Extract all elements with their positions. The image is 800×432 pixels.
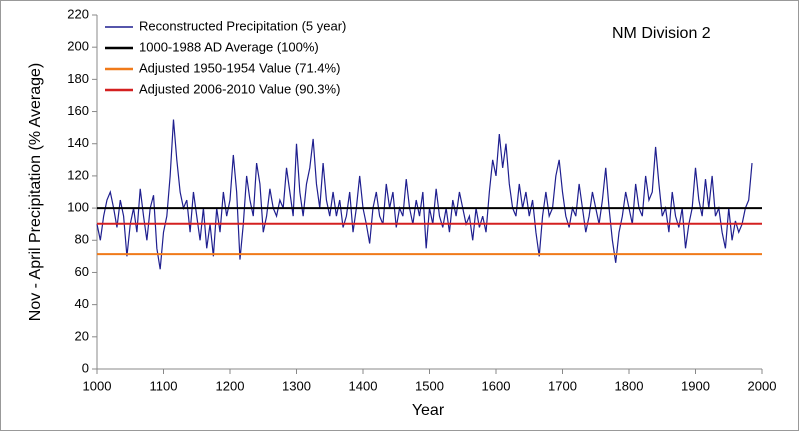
x-tick-label: 1800 bbox=[615, 378, 644, 393]
y-tick-label: 60 bbox=[75, 264, 89, 279]
y-tick-label: 160 bbox=[67, 103, 89, 118]
y-tick-label: 120 bbox=[67, 167, 89, 182]
x-tick-label: 1400 bbox=[349, 378, 378, 393]
legend-label: Adjusted 2006-2010 Value (90.3%) bbox=[139, 81, 340, 96]
x-tick-label: 1000 bbox=[83, 378, 112, 393]
series-line bbox=[96, 119, 753, 270]
legend-label: Reconstructed Precipitation (5 year) bbox=[139, 18, 346, 33]
x-tick-label: 1200 bbox=[216, 378, 245, 393]
x-tick-label: 1900 bbox=[681, 378, 710, 393]
x-axis-title: Year bbox=[412, 402, 445, 419]
x-tick-label: 1600 bbox=[482, 378, 511, 393]
legend-label: 1000-1988 AD Average (100%) bbox=[139, 39, 319, 54]
y-tick-label: 200 bbox=[67, 39, 89, 54]
annotation: NM Division 2 bbox=[612, 25, 711, 42]
y-axis-title: Nov - April Precipitation (% Average) bbox=[27, 63, 44, 321]
y-tick-label: 180 bbox=[67, 71, 89, 86]
x-tick-label: 1700 bbox=[548, 378, 577, 393]
x-tick-label: 2000 bbox=[748, 378, 777, 393]
x-tick-label: 1500 bbox=[415, 378, 444, 393]
x-tick-label: 1300 bbox=[282, 378, 311, 393]
y-tick-label: 80 bbox=[75, 232, 89, 247]
y-tick-label: 20 bbox=[75, 328, 89, 343]
legend-label: Adjusted 1950-1954 Value (71.4%) bbox=[139, 60, 340, 75]
y-tick-label: 140 bbox=[67, 135, 89, 150]
y-tick-label: 40 bbox=[75, 296, 89, 311]
x-tick-label: 1100 bbox=[150, 378, 178, 393]
y-tick-label: 0 bbox=[82, 360, 89, 375]
y-tick-label: 220 bbox=[67, 6, 89, 21]
y-tick-label: 100 bbox=[67, 200, 89, 215]
